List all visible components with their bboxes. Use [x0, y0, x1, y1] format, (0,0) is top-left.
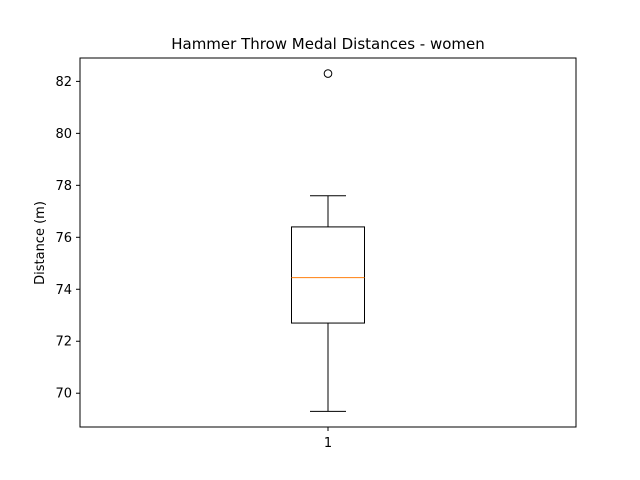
chart-title: Hammer Throw Medal Distances - women [171, 35, 485, 53]
outlier-point [323, 69, 333, 78]
y-axis-label: Distance (m) [33, 201, 48, 285]
iqr-box [291, 226, 365, 324]
y-tick-label: 82 [55, 75, 72, 90]
y-tick-label: 72 [55, 335, 72, 350]
y-tick-label: 76 [55, 231, 72, 246]
y-tick-label: 74 [55, 283, 72, 298]
x-tick-label: 1 [324, 436, 332, 451]
y-tick-label: 80 [55, 127, 72, 142]
y-tick-label: 70 [55, 387, 72, 402]
y-tick-label: 78 [55, 179, 72, 194]
axes-frame [79, 57, 577, 428]
plot-area: 70 72 74 76 78 80 82 1 [55, 69, 365, 451]
